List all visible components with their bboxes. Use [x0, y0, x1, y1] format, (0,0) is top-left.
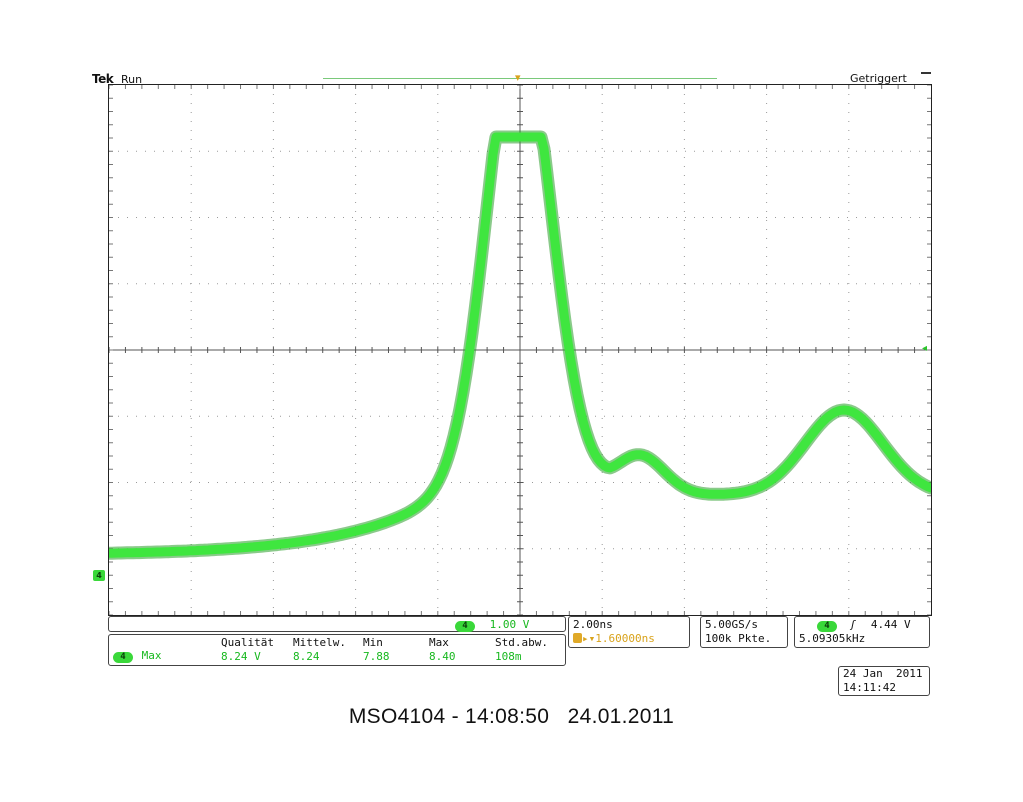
date-label: 24 Jan 2011: [843, 667, 923, 680]
time-label: 14:11:42: [843, 681, 896, 694]
timebase-trigger-icon: [573, 633, 582, 643]
measurement-panel[interactable]: Qualität Mittelw. Min Max Std.abw. 4 Max…: [108, 634, 566, 666]
brand-logo: Tek: [92, 72, 114, 86]
timebase-arrow-icon: ▸▾: [582, 632, 596, 645]
trigger-position-marker[interactable]: ▾: [515, 71, 521, 84]
channel-ground-marker[interactable]: 4: [93, 570, 105, 581]
datetime-panel: 24 Jan 2011 14:11:42: [838, 666, 930, 696]
trigger-slope-icon: ʃ: [849, 618, 857, 631]
trigger-panel[interactable]: 4 ʃ 4.44 V 5.09305kHz: [794, 616, 930, 648]
record-length: 100k Pkte.: [705, 632, 772, 645]
waveform-trace: [109, 132, 931, 558]
trigger-level: 4.44 V: [870, 618, 911, 631]
channel-badge: 4: [455, 621, 475, 632]
measurement-header-quality: Qualität: [221, 636, 274, 649]
measurement-value-min: 7.88: [363, 649, 390, 663]
channel-scale-bar[interactable]: 4 1.00 V: [108, 616, 566, 632]
record-overview-bar: [323, 78, 717, 79]
measurement-value-quality: 8.24 V: [221, 649, 261, 663]
timebase-scale: 2.00ns: [573, 618, 613, 631]
figure-caption: MSO4104 - 14:08:50 24.01.2011: [348, 705, 675, 728]
measurement-header-stddev: Std.abw.: [495, 636, 548, 649]
measurement-header-min: Min: [363, 636, 383, 649]
measurement-value-max: 8.40: [429, 649, 456, 663]
trigger-status-indicator: [921, 72, 931, 74]
graticule: [109, 85, 931, 615]
trigger-status: Getriggert: [850, 72, 907, 85]
acquisition-panel[interactable]: 5.00GS/s 100k Pkte.: [700, 616, 788, 648]
measurement-channel-badge: 4: [113, 652, 133, 663]
waveform-display[interactable]: [108, 84, 932, 616]
measurement-value-stddev: 108m: [495, 649, 522, 663]
measurement-header-max: Max: [429, 636, 449, 649]
sample-rate: 5.00GS/s: [705, 618, 758, 631]
timebase-panel[interactable]: 2.00ns ▸▾1.60000ns: [568, 616, 690, 648]
run-status: Run: [121, 73, 143, 86]
channel-scale-value: 1.00 V: [489, 618, 530, 631]
trigger-level-marker[interactable]: ◂: [922, 343, 928, 354]
measurement-value-mean: 8.24: [293, 649, 320, 663]
measurement-header-mean: Mittelw.: [293, 636, 346, 649]
trigger-channel-badge: 4: [817, 621, 837, 632]
trigger-frequency: 5.09305kHz: [799, 632, 866, 645]
measurement-name: Max: [141, 649, 162, 662]
timebase-offset: 1.60000ns: [595, 632, 655, 645]
